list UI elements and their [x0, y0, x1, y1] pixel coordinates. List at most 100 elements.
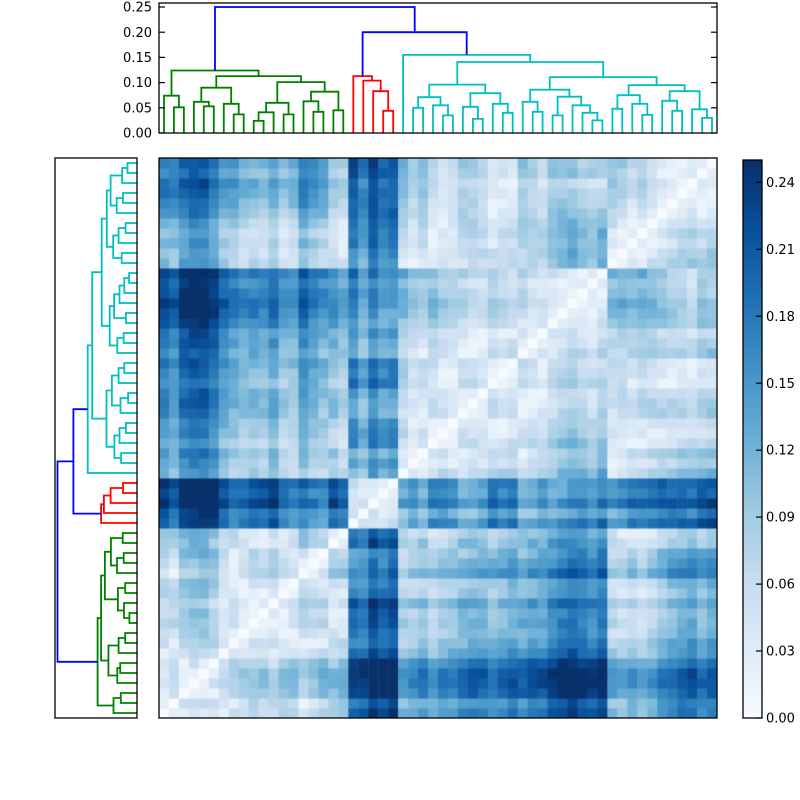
dendrogram-link-top: [531, 110, 544, 133]
dendrogram-link-top: [432, 104, 449, 133]
dendrogram-link-top: [501, 111, 514, 133]
dendrogram-link-top: [402, 54, 532, 133]
colorbar-axes-box: [742, 159, 763, 719]
top-axis-tick-label: 0.25: [123, 1, 152, 16]
top-axis-tick-label: 0.10: [123, 76, 152, 91]
dendrogram-link-top: [417, 96, 442, 108]
dendrogram-link-left: [100, 217, 110, 327]
dendrogram-link-top: [701, 117, 713, 133]
dendrogram-link-top: [382, 109, 395, 133]
dendrogram-link-top: [571, 104, 591, 133]
dendrogram-link-top: [548, 76, 658, 90]
top-axis-tick-label: 0.20: [123, 26, 152, 41]
dendrogram-link-left: [124, 632, 137, 644]
dendrogram-link-left: [118, 284, 137, 304]
colorbar-tick-label: 0.12: [766, 444, 795, 459]
top-axis-tick-label: 0.05: [123, 101, 152, 116]
dendrogram-link-left: [96, 617, 114, 707]
colorbar-tick-label: 0.00: [766, 712, 795, 727]
dendrogram-link-top: [627, 84, 686, 96]
dendrogram-link-left: [117, 227, 137, 244]
dendrogram-link-left: [123, 362, 137, 374]
dendrogram-link-top: [257, 111, 275, 133]
dendrogram-link-top: [442, 114, 454, 133]
dendrogram-link-left: [103, 494, 137, 514]
distance-matrix-heatmap: [159, 158, 717, 718]
dendrogram-link-left: [117, 367, 137, 384]
dendrogram-link-top: [671, 109, 683, 133]
dendrogram-link-top: [173, 106, 185, 133]
dendrogram-link-top: [252, 120, 265, 133]
top-dendrogram-axes-box: [158, 2, 718, 134]
dendrogram-link-top: [372, 90, 390, 133]
dendrogram-link-left: [116, 337, 137, 354]
dendrogram-link-top: [282, 113, 295, 133]
dendrogram-link-top: [456, 61, 605, 85]
dendrogram-link-left: [91, 271, 107, 420]
left-dendrogram-axes-box: [54, 157, 138, 719]
dendrogram-link-top: [616, 94, 641, 109]
dendrogram-link-top: [163, 94, 180, 133]
colorbar-tick-label: 0.06: [766, 578, 795, 593]
colorbar-tick-label: 0.15: [766, 377, 795, 392]
dendrogram-link-left: [125, 422, 137, 434]
dendrogram-link-left: [122, 482, 137, 494]
colorbar-gradient: [743, 160, 762, 718]
dendrogram-link-left: [127, 392, 137, 404]
top-axis-tick-label: 0.15: [123, 51, 152, 66]
dendrogram-link-left: [128, 612, 137, 624]
dendrogram-link-top: [302, 100, 320, 133]
dendrogram-link-left: [125, 312, 137, 324]
dendrogram-link-left: [124, 582, 137, 594]
dendrogram-link-left: [112, 697, 137, 714]
dendrogram-link-top: [581, 111, 599, 133]
dendrogram-link-left: [116, 557, 137, 574]
dendrogram-link-left: [118, 427, 137, 444]
dendrogram-link-left: [122, 552, 137, 564]
dendrogram-link-top: [529, 88, 571, 102]
dendrogram-link-left: [112, 234, 122, 259]
dendrogram-link-top: [521, 100, 539, 133]
dendrogram-link-left: [122, 192, 137, 204]
dendrogram-link-top: [551, 114, 564, 133]
dendrogram-link-top: [631, 102, 649, 133]
dendrogram-link-left: [119, 662, 137, 674]
dendrogram-link-left: [121, 532, 137, 544]
dendrogram-link-top: [202, 105, 215, 133]
dendrogram-link-left: [124, 222, 137, 234]
dendrogram-link-top: [312, 110, 325, 133]
dendrogram-link-left: [117, 637, 137, 654]
dendrogram-link-top: [214, 6, 416, 71]
colorbar-tick-label: 0.03: [766, 645, 795, 660]
dendrogram-link-left: [123, 277, 137, 294]
dendrogram-link-top: [332, 109, 345, 133]
dendrogram-link-left: [105, 389, 115, 448]
dendrogram-link-top: [661, 99, 678, 133]
dendrogram-link-left: [128, 272, 137, 284]
dendrogram-link-top: [412, 106, 424, 133]
dendrogram-link-top: [472, 118, 484, 133]
colorbar-tick-label: 0.21: [766, 243, 795, 258]
heatmap-axes-box: [158, 157, 718, 719]
dendrogram-link-top: [641, 114, 654, 133]
dendrogram-link-left: [122, 332, 137, 344]
dendrogram-link-top: [222, 102, 240, 133]
dendrogram-link-left: [121, 167, 137, 184]
colorbar-tick-label: 0.18: [766, 310, 795, 325]
colorbar-tick-label: 0.24: [766, 176, 795, 191]
top-axis-tick-label: 0.00: [123, 127, 152, 142]
dendrogram-link-top: [232, 113, 245, 133]
dendrogram-link-left: [119, 692, 137, 704]
dendrogram-link-left: [126, 162, 137, 174]
dendrogram-link-top: [428, 83, 487, 98]
dendrogram-link-top: [362, 79, 382, 133]
dendrogram-link-top: [591, 119, 604, 133]
dendrogram-link-top: [469, 92, 502, 107]
dendrogram-link-left: [56, 460, 98, 663]
dendrogram-link-top: [691, 108, 708, 133]
dendrogram-link-top: [170, 69, 260, 96]
dendrogram-link-top: [611, 107, 624, 133]
colorbar-tick-label: 0.09: [766, 511, 795, 526]
